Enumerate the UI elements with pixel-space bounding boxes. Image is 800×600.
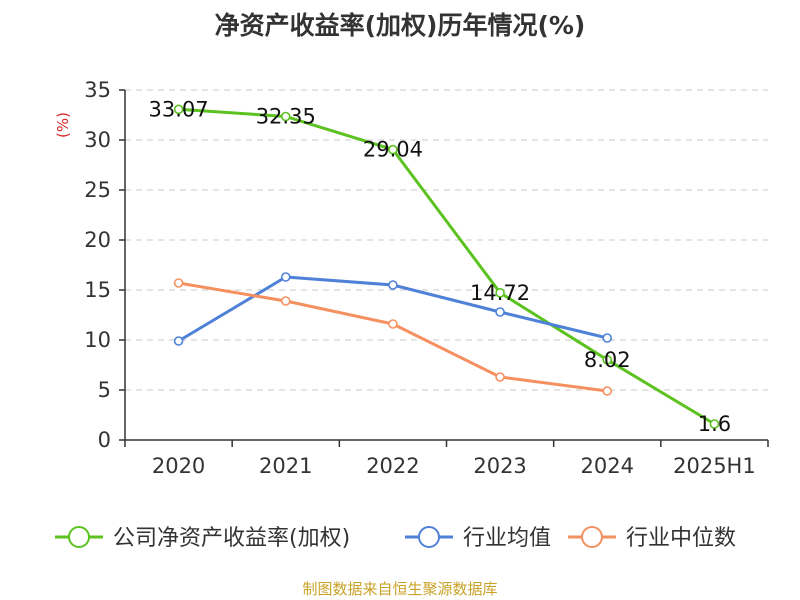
series-point-0: [495, 287, 505, 298]
series-point-1: [495, 307, 505, 317]
data-label: 1.6: [698, 412, 731, 436]
legend-swatch-marker: [418, 526, 440, 548]
y-tick-label: 25: [84, 178, 111, 202]
series-point-1: [388, 280, 398, 290]
x-tick-label: 2024: [581, 454, 634, 478]
legend-swatch-marker: [581, 526, 603, 548]
data-label: 8.02: [584, 348, 631, 372]
y-tick-label: 5: [98, 378, 111, 402]
grid-lines: [125, 89, 768, 391]
data-label: 33.07: [149, 97, 209, 121]
x-tick-label: 2021: [259, 454, 312, 478]
series-point-0: [709, 419, 720, 429]
series-point-2: [280, 296, 291, 306]
series-point-0: [280, 111, 291, 122]
x-tick-label: 2022: [366, 454, 419, 478]
y-tick-label: 15: [84, 278, 111, 302]
legend-label: 行业中位数: [626, 526, 736, 551]
y-tick-label: 20: [84, 228, 111, 252]
x-tick-label: 2020: [152, 454, 205, 478]
legend-label: 公司净资产收益率(加权): [113, 526, 350, 551]
series-point-0: [602, 354, 613, 365]
y-tick-label: 10: [84, 328, 111, 352]
data-label: 14.72: [470, 281, 530, 305]
series-point-0: [388, 144, 398, 155]
series-point-2: [388, 319, 398, 329]
series-point-1: [280, 272, 291, 282]
y-tick-label: 30: [84, 128, 111, 152]
series-line-2: [178, 281, 608, 393]
y-tick-label: 35: [84, 78, 111, 102]
series-point-2: [173, 278, 184, 288]
y-tick-label: 0: [98, 428, 111, 452]
axes: 0 5 10 15 20 25 30 35 (%) 2020 2021 2022 2023 2024 202…: [54, 78, 769, 478]
x-tick-label: 2023: [473, 454, 526, 478]
y-axis-label: (%): [54, 112, 72, 138]
data-label: 29.04: [363, 138, 423, 162]
series-point-1: [173, 336, 184, 346]
data-labels: 33.07 32.35 29.04 14.72 8.02 1.6: [149, 97, 732, 436]
x-tick-label: 2025H1: [673, 454, 756, 478]
series-lines: [173, 104, 720, 429]
series-point-2: [602, 386, 613, 396]
series-line-0: [178, 107, 716, 426]
data-label: 32.35: [256, 105, 316, 129]
series-point-0: [173, 104, 184, 115]
chart-title: 净资产收益率(加权)历年情况(%): [214, 11, 586, 40]
series-point-2: [495, 372, 505, 382]
legend: 公司净资产收益率(加权) 行业均值 行业中位数: [55, 526, 736, 551]
series-point-1: [602, 333, 613, 343]
legend-label: 行业均值: [463, 526, 551, 551]
legend-swatch-marker: [68, 526, 90, 548]
source-footer: 制图数据来自恒生聚源数据库: [302, 580, 498, 598]
